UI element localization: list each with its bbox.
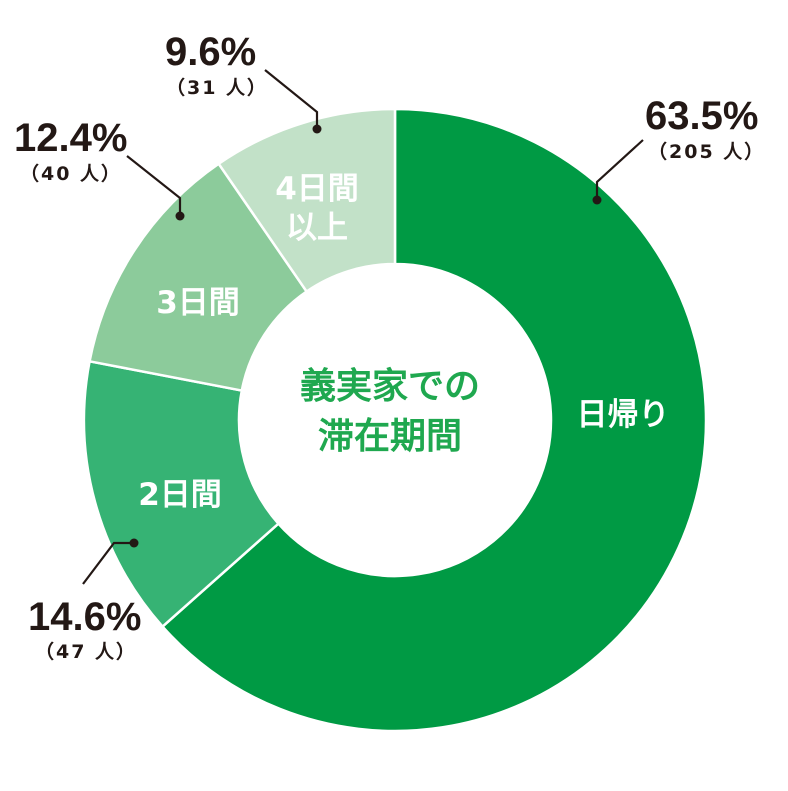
segment-label-higaeri: 日帰り bbox=[568, 396, 678, 435]
leader-dot-3days bbox=[175, 211, 185, 221]
leader-lines bbox=[82, 69, 644, 585]
leader-line-4days bbox=[264, 69, 319, 129]
segment-label-text: 4日間 bbox=[275, 171, 359, 207]
segment-label-4days: 4日間 以上 bbox=[262, 170, 372, 248]
donut-slice-4days bbox=[216, 107, 397, 294]
segment-label-text-line2: 以上 bbox=[286, 209, 348, 246]
center-title-line2: 滞在期間 bbox=[317, 416, 462, 458]
donut-slice-3days bbox=[88, 162, 309, 393]
count-label-higaeri: （205 人） bbox=[648, 141, 766, 163]
segment-label-2days: 2日間 bbox=[120, 476, 240, 515]
segment-label-text: 日帰り bbox=[576, 397, 670, 433]
pct-label-2days: 14.6% bbox=[28, 595, 142, 639]
count-label-3days: （40 人） bbox=[20, 163, 123, 185]
donut-slices bbox=[82, 107, 708, 733]
count-label-4days: （31 人） bbox=[166, 77, 269, 99]
pct-label-3days: 12.4% bbox=[14, 116, 128, 160]
segment-label-3days: 3日間 bbox=[138, 284, 258, 323]
leader-dot-higaeri bbox=[592, 195, 602, 205]
pct-label-4days: 9.6% bbox=[165, 30, 257, 74]
segment-label-text: 2日間 bbox=[138, 477, 222, 513]
donut-slice-higaeri bbox=[160, 107, 708, 733]
leader-dot-4days bbox=[312, 124, 322, 134]
center-title-line1: 義実家での bbox=[299, 366, 480, 407]
count-label-2days: （47 人） bbox=[35, 641, 138, 663]
leader-line-3days bbox=[126, 155, 182, 216]
donut-slice-2days bbox=[82, 359, 281, 629]
leader-line-2days bbox=[82, 541, 134, 585]
chart-center-title: 義実家での 滞在期間 bbox=[275, 362, 505, 463]
leader-dot-2days bbox=[129, 538, 139, 548]
segment-label-text: 3日間 bbox=[156, 285, 240, 321]
leader-line-higaeri bbox=[595, 139, 644, 200]
pct-label-higaeri: 63.5% bbox=[645, 94, 759, 138]
